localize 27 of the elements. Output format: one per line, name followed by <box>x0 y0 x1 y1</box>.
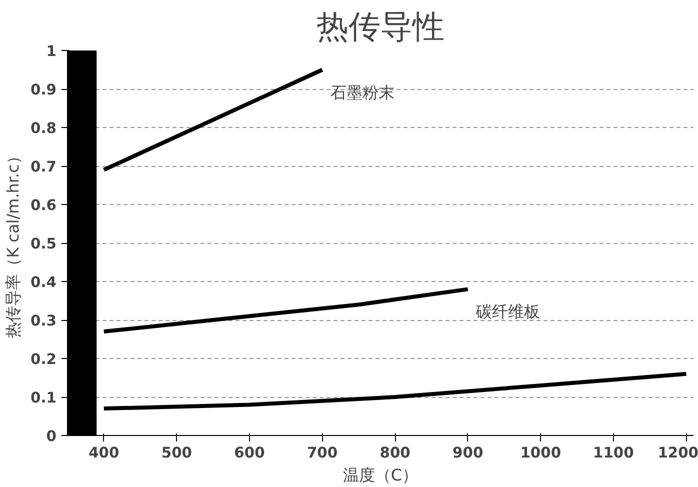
y-tick-label: 0.3 <box>30 312 57 330</box>
series-label: 碳纤维板 <box>474 302 540 322</box>
y-tick-label: 0.8 <box>30 120 57 137</box>
line-series <box>102 372 688 411</box>
x-tick-label: 1200 <box>658 444 698 462</box>
x-tick-label: 700 <box>306 444 338 462</box>
y-tick-label: 0 <box>46 428 57 445</box>
x-tick-label: 1100 <box>593 444 634 462</box>
y-tick-label: 0.7 <box>30 158 57 176</box>
x-tick-label: 400 <box>88 444 120 462</box>
x-tick-label: 800 <box>380 444 410 462</box>
y-tick-label: 0.1 <box>30 390 57 406</box>
x-tick-label: 600 <box>234 444 265 462</box>
y-tick-label: 0.4 <box>30 274 57 291</box>
chart-title: 热传导性 <box>316 8 444 46</box>
y-tick-label: 0.5 <box>30 236 57 252</box>
y-tick-label: 0.2 <box>30 351 57 368</box>
y-tick-label: 0.6 <box>30 197 57 214</box>
x-axis-title: 温度（C） <box>342 466 418 484</box>
y-tick-label: 0.9 <box>30 82 57 98</box>
series-label: 石墨粉末 <box>330 82 394 102</box>
x-tick-label: 500 <box>161 444 192 462</box>
y-axis-title: 热传导率（K cal/m.hr.c） <box>4 148 23 338</box>
line-series <box>102 287 470 334</box>
x-tick-label: 1000 <box>520 444 562 462</box>
y-tick-label: 1 <box>46 43 57 60</box>
x-tick-label: 900 <box>452 444 484 462</box>
